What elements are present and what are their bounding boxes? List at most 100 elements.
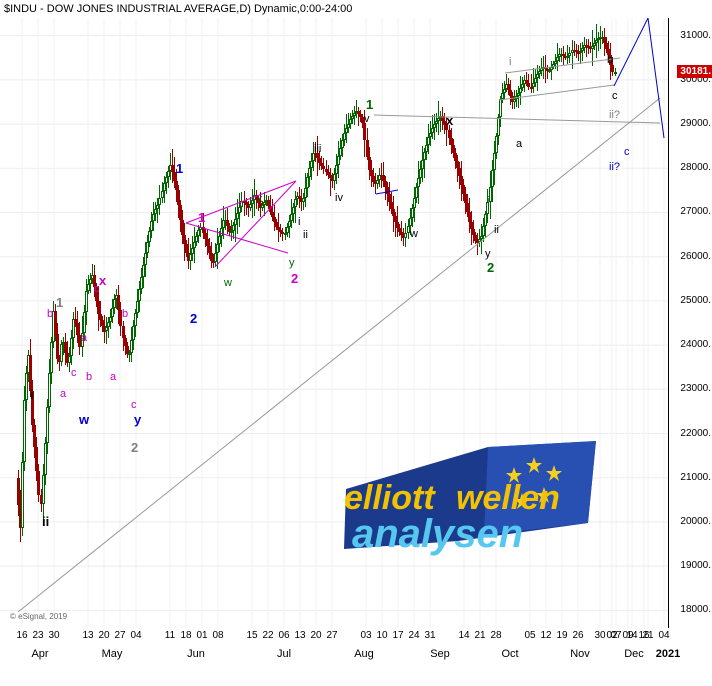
wave-label: c [71,367,77,379]
price-axis-tick: 23000. [680,383,711,395]
price-axis-tick: 19000. [680,560,711,572]
wave-label: c [131,399,137,411]
wave-label: 1 [198,210,206,225]
time-axis-day-tick: 23 [32,630,44,641]
wave-label: y [134,412,142,427]
wave-label: y [289,257,295,269]
wave-label: a [60,388,67,400]
wave-label: 2 [487,260,495,275]
price-axis-tick: 30000. [680,73,711,85]
wave-label: w [410,228,418,240]
price-axis-tick: 21000. [680,471,711,483]
time-axis-day-tick: 20 [98,630,110,641]
time-axis-day-tick: 27 [114,630,126,641]
wave-label: 2 [291,271,299,286]
svg-text:wellen: wellen [456,479,560,517]
copyright-text: © eSignal, 2019 [10,612,68,621]
wave-label: w [224,277,232,289]
time-axis-day-tick: 06 [278,630,290,641]
time-axis-day-tick: 16 [638,630,650,641]
wave-label: x [446,113,454,128]
wave-label: i [487,195,490,207]
wave-label: a [516,138,523,150]
price-axis-tick: 27000. [680,206,711,218]
wave-label: 1 [176,161,184,176]
trendline-layer [17,18,665,613]
time-axis-day-tick: 16 [16,630,28,641]
time-axis-month-label: Nov [570,648,590,660]
price-axis-tick: 25000. [680,294,711,306]
time-axis-day-tick: 21 [642,630,654,641]
time-axis-day-tick: 15 [246,630,258,641]
time-axis-day-tick: 18 [180,630,192,641]
last-price-tag: 30181. [677,64,712,78]
price-plot-area[interactable]: i ii w x y 2 1 a b c a b c a b c 1 2 1 2 w x y i ii iii iv v 1 w x y 2 i i… [0,18,668,628]
time-axis-day-tick: 26 [572,630,584,641]
wave-label: v [364,113,370,125]
wave-label: iv [335,192,343,204]
price-axis-tick: 26000. [680,250,711,262]
wave-label: a [81,332,88,344]
wave-label: 1 [56,295,64,310]
wave-label: 2 [190,311,198,326]
wave-label: 2 [131,440,139,455]
wave-label: iii [314,143,322,155]
time-axis-month-label: Sep [430,648,450,660]
time-axis-day-tick: 31 [424,630,436,641]
time-axis-month-label: Dec [624,648,644,660]
wave-label: c [612,90,618,102]
time-axis-day-tick: 07 [610,630,622,641]
time-axis-day-tick: 04 [130,630,142,641]
time-axis-month-label: May [101,648,123,660]
elliott-wellen-analysen-logo: elliott wellen analysen [338,437,600,565]
time-axis-month-label: Apr [31,648,49,660]
time-axis-day-tick: 27 [326,630,338,641]
time-axis-day-tick: 30 [594,630,606,641]
time-axis-day-tick: 11 [164,630,176,641]
time-axis-day-tick: 28 [490,630,502,641]
wave-label: b [86,371,93,383]
chart-title: $INDU - DOW JONES INDUSTRIAL AVERAGE,D) … [4,3,353,15]
time-axis-day-tick: 10 [376,630,388,641]
time-axis-day-tick: 20 [310,630,322,641]
price-axis[interactable]: 31000. 30000. 29000. 28000. 27000. 26000. 2500… [668,18,712,628]
price-axis-tick: 20000. [680,515,711,527]
wave-label: w [79,412,90,427]
time-axis-day-tick: 19 [556,630,568,641]
time-axis-day-tick: 05 [524,630,536,641]
wave-label: c [624,146,630,158]
time-axis-day-tick: 09 [622,630,634,641]
time-axis-day-tick: 14 [626,630,638,641]
time-axis-day-tick: 17 [392,630,404,641]
time-axis-day-tick: 21 [474,630,486,641]
time-axis-day-tick: 13 [294,630,306,641]
time-axis-day-tick: 24 [408,630,420,641]
time-axis-year-label: 2021 [655,648,681,660]
time-axis[interactable]: 16 23 30 13 20 27 04 11 18 01 08 15 22 06 13 20 27 03 10 17… [0,628,712,686]
time-axis-day-tick: 02 [606,630,618,641]
price-axis-tick: 31000. [680,29,711,41]
time-axis-day-tick: 08 [212,630,224,641]
wave-label: x [99,273,107,288]
time-axis-month-label: Jun [187,648,205,660]
wave-label: b [122,308,129,320]
wave-label: ii? [609,161,621,173]
price-axis-tick: 22000. [680,427,711,439]
wave-label: i [509,56,512,68]
price-axis-tick: 24000. [680,339,711,351]
svg-text:analysen: analysen [352,512,523,556]
time-axis-day-tick: 13 [82,630,94,641]
time-axis-month-label: Jul [276,648,292,660]
wave-label: ii [494,224,499,236]
time-axis-day-tick: 30 [48,630,60,641]
wave-label: x [257,193,263,205]
wave-label: a [110,371,117,383]
time-axis-month-label: Oct [501,648,519,660]
time-axis-day-tick: 12 [540,630,552,641]
wave-label: y [485,248,491,260]
time-axis-day-tick: 01 [196,630,208,641]
wave-label: ii [303,229,308,241]
wave-label: b [607,54,614,66]
svg-text:elliott: elliott [344,479,436,517]
